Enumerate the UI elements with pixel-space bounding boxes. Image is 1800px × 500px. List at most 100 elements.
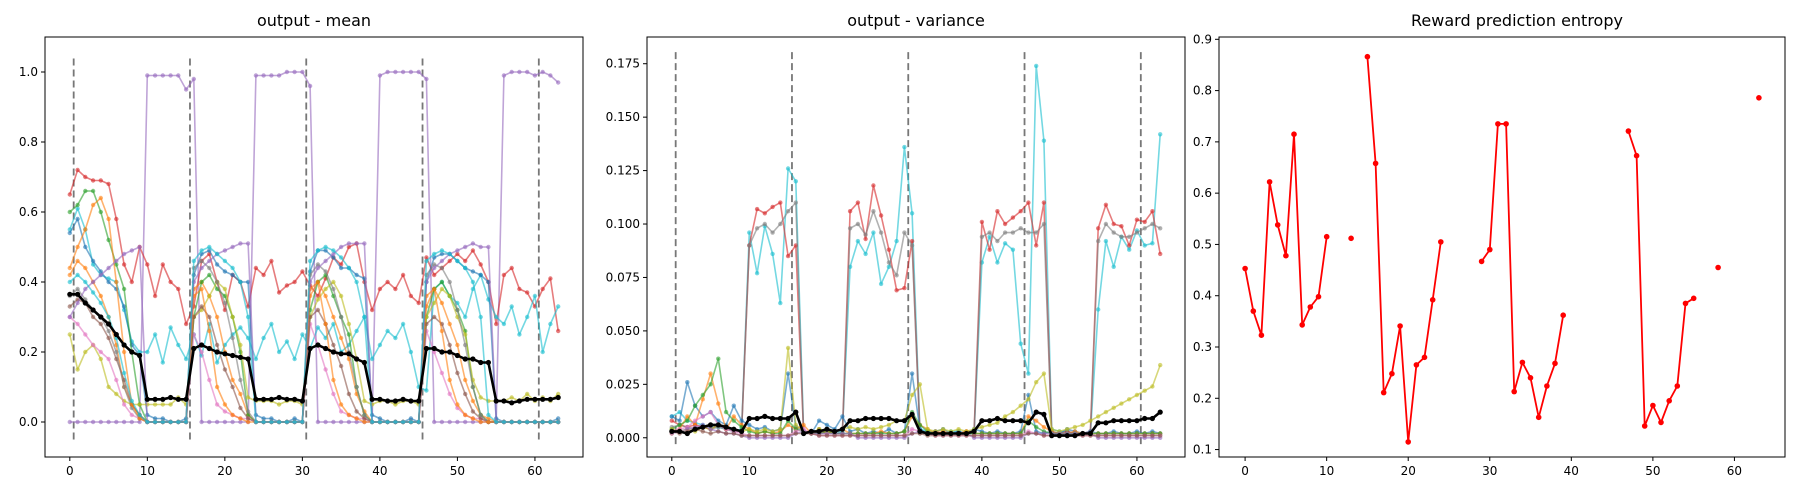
unit-series-point: [532, 73, 538, 78]
unit-series-point: [67, 279, 73, 285]
mean-series-point: [917, 428, 923, 434]
mean-series-point: [400, 396, 406, 402]
unit-series-point: [354, 409, 359, 414]
mean-series-point: [408, 398, 414, 404]
unit-series-point: [207, 272, 212, 278]
unit-series-point: [323, 258, 328, 264]
mean-series-point: [894, 418, 900, 424]
unit-series-point: [486, 416, 491, 421]
x-tick-label: 20: [217, 464, 232, 478]
x-tick-label: 60: [1727, 464, 1742, 478]
unit-series-point: [785, 345, 791, 351]
unit-series-point: [331, 391, 336, 397]
unit-series-point: [292, 69, 297, 75]
unit-series-point: [863, 424, 868, 430]
unit-series-point: [67, 230, 73, 236]
unit-series-point: [669, 418, 674, 423]
unit-series-point: [331, 248, 336, 253]
unit-series-point: [878, 281, 884, 287]
unit-series-point: [1002, 230, 1008, 235]
unit-series-point: [447, 258, 452, 264]
y-tick-label: 0.2: [19, 345, 38, 359]
unit-series-point: [121, 286, 127, 292]
unit-series-point: [106, 279, 111, 285]
mean-series-point: [292, 396, 298, 402]
unit-series-point: [214, 251, 220, 257]
unit-series-point: [785, 371, 791, 376]
unit-series-point: [455, 419, 460, 425]
unit-series-point: [432, 251, 437, 257]
unit-series-point: [176, 419, 181, 425]
y-tick-label: 0.075: [606, 270, 640, 284]
unit-series-point: [439, 279, 445, 285]
unit-series-point: [455, 258, 460, 264]
y-tick-label: 0.100: [606, 217, 640, 231]
unit-series-point: [261, 419, 266, 425]
entropy-point: [1674, 383, 1681, 389]
unit-series-point: [338, 255, 344, 260]
unit-series-point: [222, 409, 228, 414]
unit-series-point: [369, 356, 375, 362]
entropy-point: [1544, 383, 1550, 389]
unit-series-point: [785, 209, 791, 214]
unit-series-point: [770, 429, 775, 434]
unit-series-point: [292, 279, 297, 285]
unit-series-point: [160, 419, 165, 425]
unit-series-point: [447, 321, 452, 327]
unit-series-point: [261, 73, 266, 78]
unit-series-point: [121, 370, 127, 376]
unit-series-point: [230, 419, 235, 425]
unit-series-point: [90, 314, 96, 320]
unit-series-point: [408, 349, 414, 355]
unit-series-point: [723, 409, 729, 415]
unit-series-point: [176, 342, 181, 348]
unit-series-point: [478, 314, 483, 320]
unit-series-point: [83, 286, 88, 292]
mean-series-point: [808, 428, 814, 434]
unit-series-point: [509, 304, 514, 309]
y-tick-label: 0.3: [1193, 340, 1212, 354]
unit-series-point: [801, 422, 806, 428]
mean-series-point: [956, 430, 962, 437]
plot-area: [669, 50, 1163, 445]
unit-series-point: [323, 286, 328, 292]
entropy-point: [1690, 295, 1697, 302]
unit-series-point: [501, 272, 507, 278]
mean-series-point: [129, 349, 135, 355]
unit-series-point: [548, 321, 553, 327]
mean-series-point: [323, 345, 329, 352]
unit-series-point: [106, 335, 111, 341]
unit-series-point: [886, 433, 892, 438]
mean-series-point: [284, 396, 290, 402]
unit-series-point: [393, 335, 398, 341]
unit-series-point: [855, 238, 861, 244]
unit-series-line: [69, 281, 559, 406]
unit-series-point: [793, 422, 798, 428]
unit-series-point: [261, 272, 266, 278]
unit-series-point: [739, 433, 744, 438]
unit-series-point: [284, 69, 290, 75]
unit-series-point: [1127, 433, 1132, 438]
unit-series-point: [67, 209, 73, 215]
unit-series-point: [393, 286, 398, 292]
unit-series-point: [816, 433, 822, 438]
unit-series-point: [1134, 217, 1140, 222]
unit-series-point: [778, 427, 783, 432]
unit-series-point: [393, 402, 398, 407]
unit-series-point: [478, 262, 483, 267]
unit-series-point: [1010, 247, 1016, 252]
entropy-point: [1535, 414, 1542, 421]
unit-series-point: [447, 251, 452, 257]
unit-series-point: [1111, 221, 1116, 227]
unit-series-point: [75, 206, 80, 211]
unit-series-point: [75, 202, 80, 208]
unit-series-point: [979, 234, 985, 239]
unit-series-point: [1150, 384, 1155, 389]
unit-series-point: [1002, 414, 1008, 419]
unit-series-point: [1026, 230, 1031, 235]
unit-series-point: [1103, 202, 1109, 207]
unit-series-point: [1072, 424, 1078, 430]
unit-series-point: [532, 293, 538, 299]
x-tick-label: 50: [1645, 464, 1660, 478]
y-tick-label: 0.125: [606, 164, 640, 178]
